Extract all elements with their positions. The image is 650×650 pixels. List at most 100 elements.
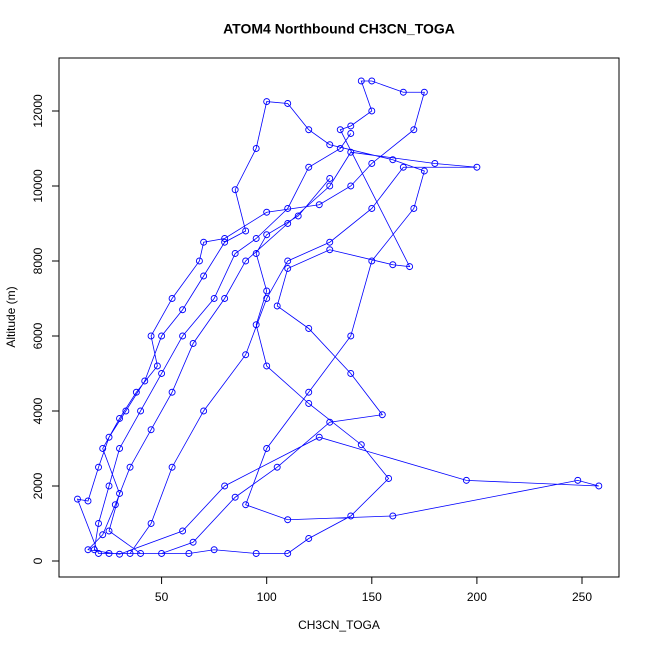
point: [336, 126, 344, 134]
x-tick-label: 100: [257, 590, 277, 604]
point: [231, 186, 239, 194]
point: [147, 426, 155, 434]
point: [179, 527, 187, 535]
y-tick-label: 12000: [31, 94, 45, 128]
point: [252, 550, 260, 557]
point: [368, 107, 376, 115]
y-tick-label: 2000: [31, 472, 45, 499]
point: [368, 77, 376, 85]
series-line: [76, 80, 599, 555]
point: [431, 160, 439, 167]
point: [305, 126, 313, 134]
point: [263, 445, 271, 452]
point: [252, 145, 260, 152]
point: [95, 463, 102, 471]
point: [273, 302, 281, 310]
point: [116, 415, 123, 422]
point: [347, 332, 355, 340]
x-tick-label: 150: [362, 590, 382, 604]
point: [284, 100, 292, 107]
point: [357, 441, 365, 449]
point: [294, 212, 302, 220]
point: [305, 388, 313, 396]
point: [158, 370, 166, 377]
point: [389, 512, 397, 520]
point: [326, 238, 334, 246]
point: [111, 501, 119, 509]
point: [263, 287, 271, 295]
y-tick-label: 6000: [31, 322, 45, 349]
point: [147, 332, 155, 340]
point: [273, 463, 281, 471]
point: [185, 550, 193, 557]
point: [326, 141, 334, 149]
point: [189, 538, 197, 546]
point: [284, 516, 292, 524]
point: [357, 77, 365, 85]
point: [200, 238, 208, 246]
point: [221, 295, 229, 302]
x-tick-label: 200: [467, 590, 487, 604]
point: [231, 493, 239, 501]
point: [126, 550, 134, 557]
point: [84, 497, 92, 505]
x-tick-label: 250: [572, 590, 592, 604]
point: [168, 463, 176, 471]
point: [116, 445, 123, 452]
point: [242, 351, 250, 359]
point: [99, 531, 107, 539]
point: [147, 520, 155, 527]
point: [368, 205, 376, 212]
point: [347, 182, 355, 190]
point: [410, 205, 418, 212]
point: [336, 145, 344, 152]
point: [200, 407, 208, 415]
x-axis-label: CH3CN_TOGA: [298, 618, 380, 632]
point: [189, 340, 197, 347]
point: [347, 122, 355, 130]
point: [126, 463, 134, 471]
point: [252, 321, 260, 329]
point: [84, 546, 92, 554]
point: [462, 476, 470, 484]
point: [105, 550, 113, 557]
point: [473, 163, 481, 171]
point: [263, 231, 271, 239]
point: [168, 295, 176, 302]
point: [132, 388, 140, 396]
point: [389, 156, 397, 164]
point: [221, 482, 229, 490]
point: [221, 238, 229, 246]
point: [99, 445, 107, 452]
point: [399, 88, 407, 96]
point: [305, 535, 313, 542]
point: [252, 250, 260, 257]
point: [210, 546, 218, 554]
point: [179, 306, 187, 314]
point: [252, 235, 260, 242]
y-tick-label: 4000: [31, 397, 45, 424]
plot-frame: [58, 57, 620, 578]
point: [305, 163, 313, 171]
point: [406, 263, 414, 271]
point: [326, 418, 334, 426]
point: [263, 208, 271, 216]
point: [122, 407, 130, 415]
point: [284, 205, 292, 212]
point: [231, 250, 239, 257]
chart-title: ATOM4 Northbound CH3CN_TOGA: [223, 21, 455, 37]
point: [347, 148, 355, 156]
point: [389, 261, 397, 269]
point: [141, 377, 149, 385]
point: [284, 265, 292, 272]
y-axis-label: Altitude (m): [4, 286, 18, 347]
point: [153, 362, 161, 370]
point: [168, 388, 176, 396]
point: [410, 126, 418, 134]
point: [242, 257, 250, 265]
point: [347, 130, 355, 137]
point: [305, 325, 313, 332]
point: [263, 295, 271, 302]
